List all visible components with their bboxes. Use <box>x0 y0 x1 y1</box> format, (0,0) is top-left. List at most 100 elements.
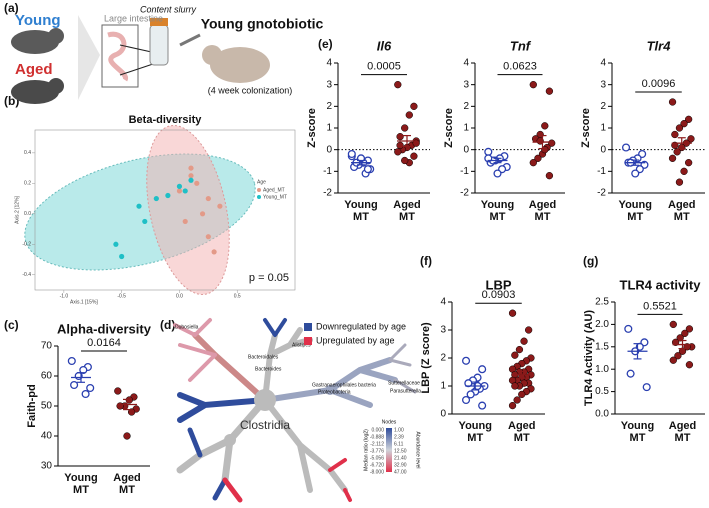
point <box>515 345 524 354</box>
x-tick-label: Aged <box>669 420 697 432</box>
y-tick-label: -2 <box>323 188 332 199</box>
y-tick-label: 60 <box>41 371 53 382</box>
legend-swatch <box>304 323 312 331</box>
x-tick-label: MT <box>627 211 643 223</box>
point <box>176 188 183 194</box>
y-axis-label: TLR4 Activity (AU) <box>583 310 595 406</box>
y-tick-label: 3 <box>440 325 446 336</box>
point <box>478 401 487 410</box>
point <box>116 402 124 410</box>
point <box>631 169 640 178</box>
mouse-head <box>48 78 64 94</box>
x-tick-label: Young <box>481 199 514 211</box>
point <box>194 180 200 186</box>
p-value: 0.0164 <box>87 337 121 349</box>
legend-title: Age <box>257 179 266 185</box>
y-tick-label: 2 <box>440 353 446 364</box>
syringe <box>179 33 201 47</box>
colorbar-tick-label: 47.00 <box>394 469 407 475</box>
point <box>347 149 356 159</box>
colorbar-tick-label: 1.00 <box>394 427 404 433</box>
x-tick-label: MT <box>675 432 691 444</box>
taxon-label: Sutterellaceae <box>388 380 420 386</box>
legend-label: Aged_MT <box>263 187 285 193</box>
y-tick-label: -0.2 <box>22 242 31 248</box>
chart-title: TLR4 activity <box>620 277 702 292</box>
y-tick-label: 0.0 <box>24 211 31 217</box>
y-axis-label: Axis.2 [12%] <box>14 195 20 223</box>
colorbar <box>386 428 392 472</box>
taxon-label: Bacteroidales <box>248 354 279 360</box>
colorbar-tick-label: -3.776 <box>370 448 384 454</box>
y-axis-label: Z-score <box>580 108 592 148</box>
panel-label: (c) <box>4 318 19 332</box>
x-tick-label: MT <box>73 484 89 496</box>
point <box>513 396 521 404</box>
y-tick-label: 3 <box>600 79 606 90</box>
label-aged: Aged <box>15 61 53 78</box>
label-slurry: Content slurry <box>140 4 197 14</box>
panel-label: (f) <box>420 254 432 268</box>
colorbar-tick-label: -0.888 <box>370 434 384 440</box>
x-tick-label: MT <box>119 484 135 496</box>
panel-label: (a) <box>4 1 19 15</box>
point <box>123 432 131 440</box>
point <box>493 169 502 178</box>
x-tick-label: MT <box>490 211 506 223</box>
point <box>534 154 542 162</box>
mouse-head <box>48 28 64 44</box>
point <box>685 361 694 369</box>
x-tick-label: Young <box>459 420 492 432</box>
point <box>685 115 693 123</box>
mouse-aged <box>11 80 59 104</box>
point <box>401 124 409 132</box>
x-tick-label: Young <box>621 420 654 432</box>
point <box>520 337 528 345</box>
mouse-young <box>11 30 59 54</box>
x-tick-label: Aged <box>529 199 557 211</box>
point <box>685 159 693 167</box>
point <box>394 81 402 89</box>
point <box>466 390 475 399</box>
point <box>478 365 487 374</box>
point <box>676 334 684 342</box>
point <box>687 135 695 143</box>
panel-label: (d) <box>160 318 175 332</box>
point <box>671 130 679 139</box>
y-tick-label: -2 <box>460 188 469 199</box>
y-tick-label: 0.4 <box>24 150 31 156</box>
point <box>165 192 171 199</box>
x-tick-label: Aged <box>508 420 536 432</box>
y-axis-label: LBP (Z score) <box>420 322 432 394</box>
y-tick-label: 1 <box>440 381 446 392</box>
mouse-head <box>202 45 222 65</box>
y-tick-label: 1 <box>600 123 606 134</box>
colorbar-tick-label: 0.000 <box>371 427 384 433</box>
label-duration: (4 week colonization) <box>208 85 293 95</box>
colorbar-label: Abundance level <box>415 432 421 469</box>
x-tick-label: MT <box>630 432 646 444</box>
point <box>545 172 554 180</box>
chart-title: Tnf <box>510 38 532 53</box>
chart-title: Alpha-diversity <box>57 321 152 336</box>
chart-title: Il6 <box>377 38 392 53</box>
colorbar-tick-label: 12.50 <box>394 448 407 454</box>
x-tick-label: MT <box>674 211 690 223</box>
point <box>188 165 194 171</box>
point <box>461 356 471 365</box>
point <box>511 382 519 390</box>
x-tick-label: Aged <box>393 199 421 211</box>
point <box>621 143 631 152</box>
y-tick-label: 0 <box>463 144 469 155</box>
legend-label: Young_MT <box>263 194 287 200</box>
taxon-label: Proteobacteria <box>318 389 351 395</box>
p-value: 0.0903 <box>482 289 516 301</box>
chart-title: Tlr4 <box>647 38 672 53</box>
point <box>541 122 549 130</box>
p-value: 0.0005 <box>367 61 401 73</box>
x-tick-label: MT <box>514 432 530 444</box>
point <box>674 352 682 360</box>
point <box>525 326 533 334</box>
point <box>508 309 517 317</box>
